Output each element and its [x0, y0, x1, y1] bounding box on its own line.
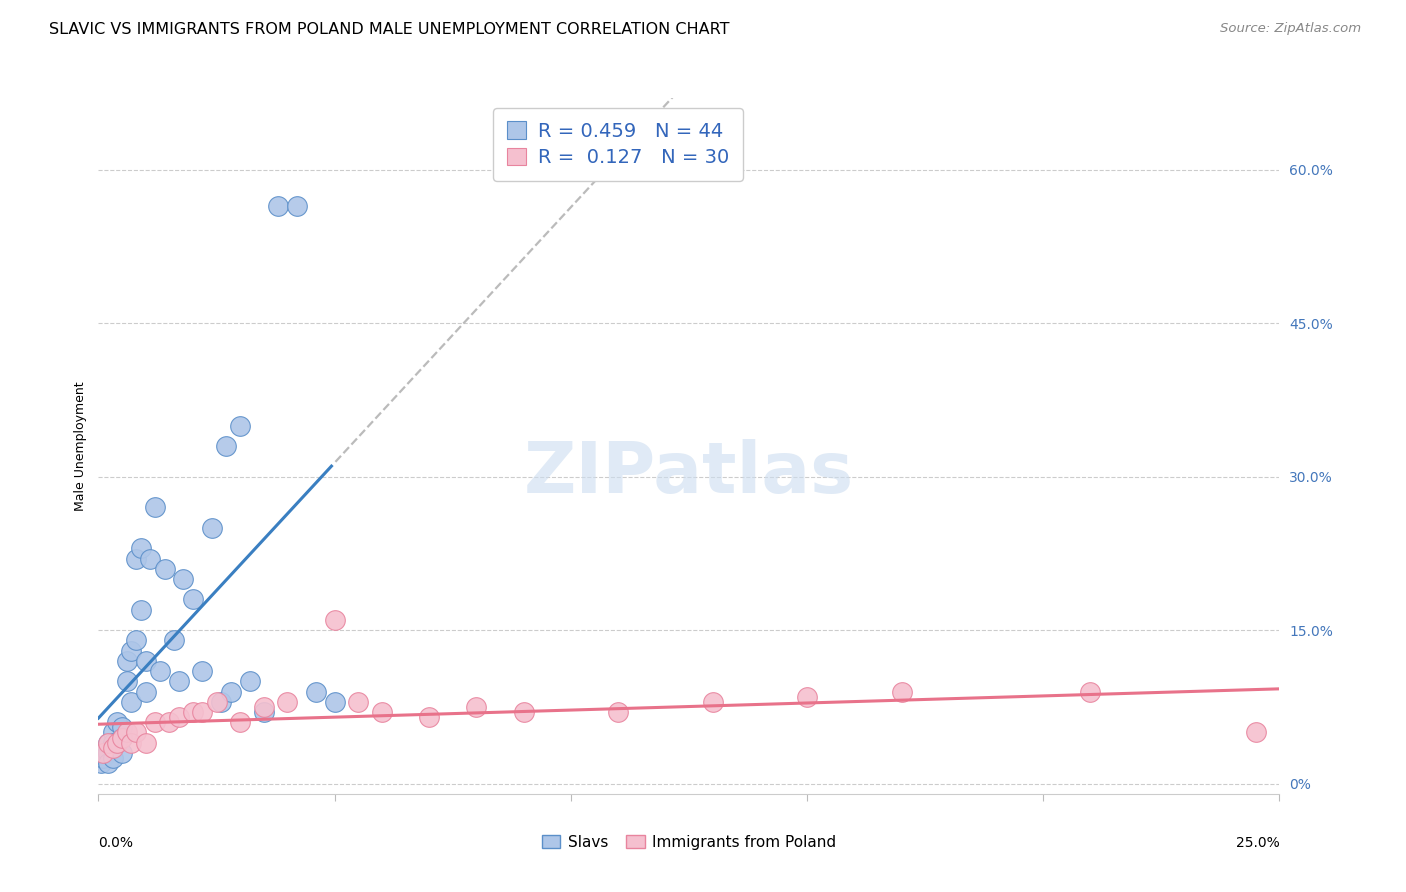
Point: [347, 695, 370, 709]
Point: [1080, 684, 1102, 698]
Point: [702, 695, 724, 709]
Point: [121, 643, 143, 657]
Point: [167, 674, 190, 689]
Point: [143, 500, 166, 515]
Point: [796, 690, 818, 704]
Point: [97, 736, 120, 750]
Point: [890, 684, 912, 698]
Point: [111, 746, 134, 760]
Point: [371, 705, 394, 719]
Point: [285, 198, 308, 212]
Point: [153, 562, 176, 576]
Point: [209, 695, 232, 709]
Point: [97, 756, 120, 771]
Point: [115, 674, 138, 689]
Point: [512, 705, 534, 719]
Point: [135, 684, 157, 698]
Point: [91, 746, 114, 760]
Point: [91, 746, 114, 760]
Point: [1244, 725, 1267, 739]
Point: [181, 592, 204, 607]
Point: [111, 731, 134, 745]
Point: [125, 633, 148, 648]
Text: Source: ZipAtlas.com: Source: ZipAtlas.com: [1220, 22, 1361, 36]
Point: [111, 720, 134, 734]
Point: [105, 736, 128, 750]
Point: [323, 695, 346, 709]
Point: [267, 198, 290, 212]
Point: [323, 613, 346, 627]
Point: [181, 705, 204, 719]
Point: [125, 725, 148, 739]
Point: [129, 541, 152, 556]
Point: [101, 736, 124, 750]
Y-axis label: Male Unemployment: Male Unemployment: [75, 381, 87, 511]
Point: [167, 710, 190, 724]
Point: [125, 551, 148, 566]
Point: [229, 418, 252, 433]
Text: ZIPatlas: ZIPatlas: [524, 440, 853, 508]
Point: [149, 664, 172, 678]
Point: [219, 684, 242, 698]
Point: [276, 695, 298, 709]
Point: [105, 715, 128, 730]
Point: [205, 695, 228, 709]
Text: SLAVIC VS IMMIGRANTS FROM POLAND MALE UNEMPLOYMENT CORRELATION CHART: SLAVIC VS IMMIGRANTS FROM POLAND MALE UN…: [49, 22, 730, 37]
Point: [607, 705, 630, 719]
Legend: Slavs, Immigrants from Poland: Slavs, Immigrants from Poland: [536, 829, 842, 855]
Point: [191, 664, 214, 678]
Text: 0.0%: 0.0%: [98, 836, 134, 849]
Point: [239, 674, 262, 689]
Point: [305, 684, 328, 698]
Point: [91, 751, 114, 765]
Point: [229, 715, 252, 730]
Point: [105, 736, 128, 750]
Point: [139, 551, 162, 566]
Point: [121, 736, 143, 750]
Point: [101, 751, 124, 765]
Point: [191, 705, 214, 719]
Point: [121, 695, 143, 709]
Point: [115, 725, 138, 739]
Point: [129, 603, 152, 617]
Point: [172, 572, 194, 586]
Point: [90, 756, 112, 771]
Point: [253, 705, 276, 719]
Point: [163, 633, 186, 648]
Text: 25.0%: 25.0%: [1236, 836, 1279, 849]
Point: [135, 736, 157, 750]
Point: [135, 654, 157, 668]
Point: [157, 715, 180, 730]
Point: [143, 715, 166, 730]
Point: [101, 725, 124, 739]
Point: [111, 731, 134, 745]
Point: [465, 699, 488, 714]
Point: [115, 654, 138, 668]
Point: [101, 740, 124, 755]
Point: [201, 521, 224, 535]
Point: [215, 439, 238, 453]
Point: [253, 699, 276, 714]
Point: [418, 710, 440, 724]
Point: [97, 736, 120, 750]
Point: [97, 746, 120, 760]
